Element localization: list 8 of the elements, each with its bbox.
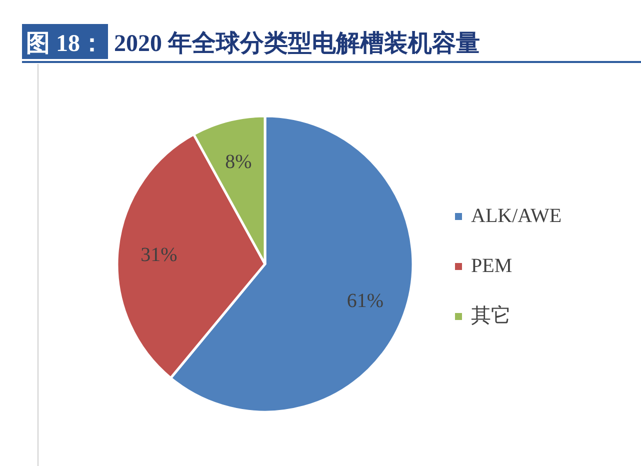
legend-label: PEM [471,255,512,277]
legend-label: ALK/AWE [471,205,562,227]
title: 图 18： 2020 年全球分类型电解槽装机容量 [26,31,480,57]
data-label: 61% [346,290,384,312]
data-label: 8% [225,150,252,173]
legend-label: 其它 [471,304,511,327]
pie: 61% 31% 8% [116,114,414,414]
data-label: 31% [140,244,178,266]
